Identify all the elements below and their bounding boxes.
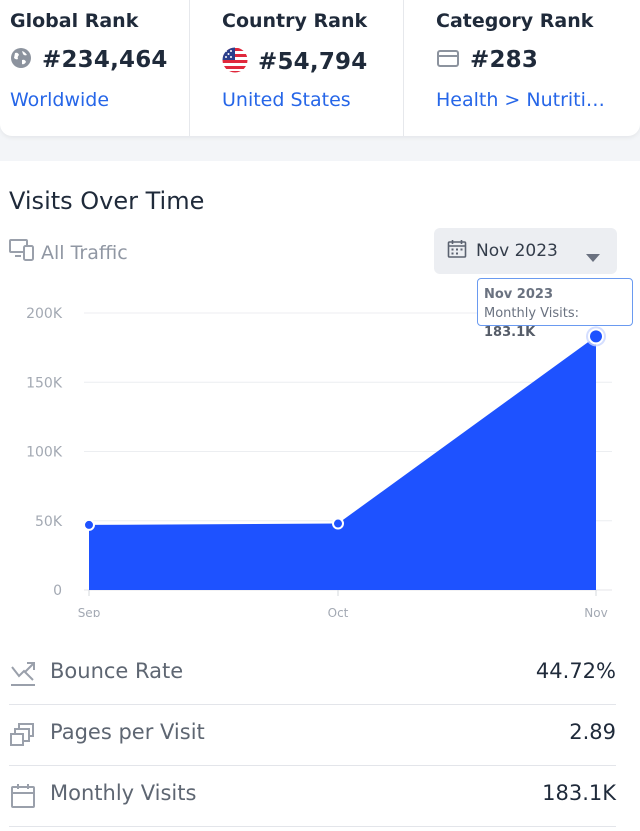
y-tick-label: 0 [53,583,62,599]
category-rank-value-row: #283 [436,47,538,73]
divider [9,765,616,766]
category-rank-value: #283 [470,47,539,73]
y-tick-label: 100K [26,445,63,461]
date-select-value: Nov 2023 [476,241,558,261]
country-rank: Country Rank [190,0,404,136]
data-point [588,328,604,345]
x-tick-label: Oct [328,606,349,617]
worldwide-link[interactable]: Worldwide [10,89,110,111]
data-point [83,518,95,531]
metric-value: 44.72% [535,659,616,683]
country-rank-value-row: #54,794 [222,47,367,77]
globe-icon [10,47,32,73]
tooltip-label: Monthly Visits: [484,306,580,321]
global-rank-title: Global Rank [10,10,139,32]
tooltip-value: 183.1K [484,325,536,340]
area-series [89,336,596,590]
metric-pages-per-visit: Pages per Visit 2.89 [0,705,640,766]
calendar-icon [447,239,467,263]
tooltip-date: Nov 2023 [484,287,553,302]
category-rank: Category Rank #283 Health > Nutritio… [404,0,640,136]
category-icon [436,47,460,73]
x-tick-label: Nov [584,606,607,617]
chevron-down-icon [586,247,600,266]
metric-label: Bounce Rate [50,659,184,683]
category-link[interactable]: Health > Nutritio… [436,89,611,111]
devices-icon [9,238,35,267]
us-flag-icon [222,47,248,77]
y-tick-label: 150K [26,375,63,391]
y-tick-label: 200K [26,306,63,322]
global-rank-value: #234,464 [42,47,168,73]
y-tick-label: 50K [35,514,63,530]
visits-title: Visits Over Time [9,187,205,215]
visits-chart: 0 50K 100K 150K 200K Sep Oct Nov [26,306,612,617]
date-select[interactable]: Nov 2023 [434,228,617,274]
chart-tooltip: Nov 2023 Monthly Visits: 183.1K [477,278,633,340]
traffic-filter[interactable]: All Traffic [9,238,128,267]
ranks-card: Global Rank #234,464 Worldwide Country R… [0,0,640,136]
global-rank-value-row: #234,464 [10,47,168,73]
traffic-filter-label: All Traffic [41,241,128,264]
metric-bounce-rate: Bounce Rate 44.72% [0,644,640,705]
metric-value: 183.1K [542,781,616,805]
divider [9,704,616,705]
category-rank-title: Category Rank [436,10,594,32]
metric-label: Pages per Visit [50,720,205,744]
calendar-icon [9,783,37,813]
tooltip-line: Monthly Visits: 183.1K [484,304,632,342]
metric-label: Monthly Visits [50,781,197,805]
visits-card: Visits Over Time All Traffic Nov 2023 [0,161,640,831]
metric-value: 2.89 [569,720,616,744]
data-point [332,517,344,530]
country-rank-value: #54,794 [258,49,368,75]
bounce-rate-icon [9,661,37,691]
country-link[interactable]: United States [222,89,351,111]
metric-monthly-visits: Monthly Visits 183.1K [0,766,640,827]
divider [9,826,616,827]
x-tick-label: Sep [78,606,101,617]
country-rank-title: Country Rank [222,10,368,32]
pages-icon [9,722,37,752]
global-rank: Global Rank #234,464 Worldwide [0,0,190,136]
